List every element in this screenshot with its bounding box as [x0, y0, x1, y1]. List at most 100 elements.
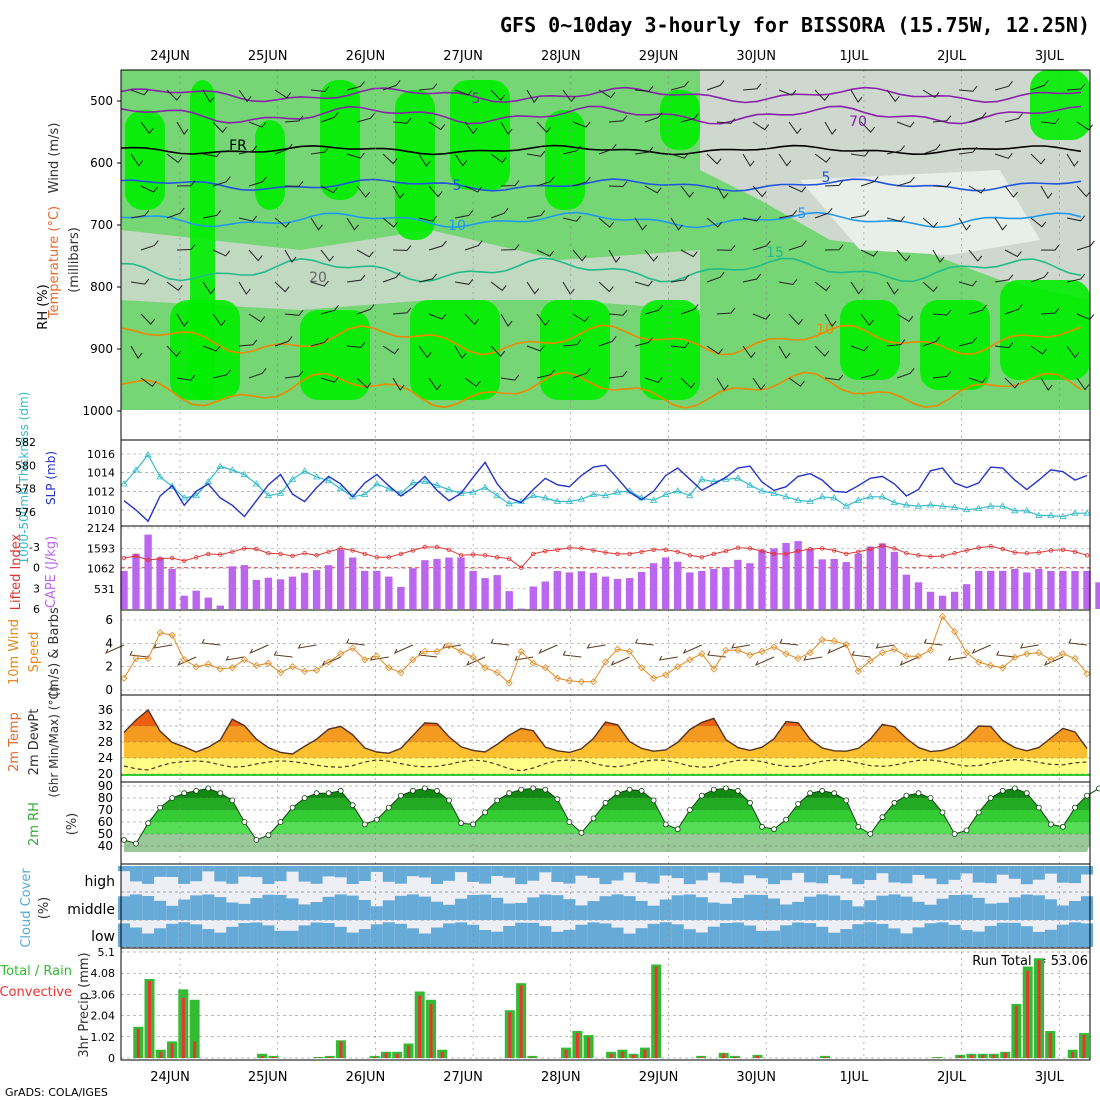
wind10m-barb [153, 643, 173, 649]
wind10m-speed-point [830, 637, 838, 645]
lifted-index-point [711, 551, 716, 557]
precip-convective-bar [969, 1054, 973, 1058]
rh2m-point [891, 799, 898, 806]
wind10m-speed-point [866, 657, 874, 665]
cloud-bar [142, 896, 155, 920]
thickness-point [782, 493, 790, 500]
cloud-bar [250, 922, 263, 947]
wind-barb [418, 153, 431, 167]
thickness-point [433, 481, 441, 488]
precip-convective-bar [620, 1051, 624, 1058]
wind-barb [1040, 307, 1060, 315]
precip-convective-bar [1048, 1033, 1052, 1058]
wind-barb [896, 176, 915, 187]
precip-convective-bar [1003, 1052, 1007, 1058]
lifted-index-point [771, 551, 777, 557]
legend-total-rain: Total / Rain [0, 964, 72, 979]
ylabel-wind10m: 10m Wind [7, 619, 22, 685]
wind-barb [238, 145, 258, 155]
isotherm-freezing [120, 144, 1082, 156]
contour-label: 10 [448, 218, 466, 234]
ylabel-cloud-cover: Cloud Cover [19, 868, 34, 948]
rh2m-point [819, 787, 826, 794]
wind-barb [428, 313, 447, 320]
wind-barb [1004, 113, 1023, 123]
wind-barb [1066, 83, 1086, 91]
cloud-bar [912, 901, 925, 920]
rh-shading-moist [920, 300, 990, 390]
thickness-point [914, 502, 923, 509]
wind-barb [598, 336, 617, 347]
wind-barb [166, 345, 181, 357]
rh2m-point [325, 790, 332, 797]
lifted-index-point [591, 548, 596, 553]
lifted-index-point [145, 557, 151, 563]
wind-barb [968, 185, 986, 194]
lifted-index-point [181, 558, 187, 563]
wind-barb [490, 89, 506, 101]
cloud-bar [418, 896, 431, 920]
precip-total-bar [820, 1055, 830, 1058]
rh2m-point [566, 819, 573, 825]
thickness-point [830, 494, 838, 501]
date-label-top: 26JUN [346, 49, 386, 64]
wind-barb [1066, 273, 1086, 283]
wind-barb [346, 217, 359, 231]
rh-shading-moist [395, 90, 435, 240]
precip-total-bar [369, 1055, 380, 1058]
rh-tick-label: 80 [98, 791, 113, 805]
cloud-bar [960, 930, 973, 947]
wind10m-speed-point [698, 650, 706, 658]
thickness-point [698, 475, 706, 482]
cape-bar [1059, 570, 1067, 609]
wind-barb [742, 345, 756, 359]
cloud-bar [178, 899, 191, 920]
cloud-bar [744, 866, 756, 876]
rh2m-point [1023, 790, 1030, 797]
wind-barb [670, 152, 689, 159]
precip-convective-bar [733, 1057, 737, 1058]
cloud-bar [864, 866, 877, 880]
wind-barb [238, 339, 258, 347]
cloud-bar [118, 896, 130, 920]
lifted-index-point [663, 547, 668, 552]
rh2m-point [759, 823, 765, 830]
cape-bar [228, 566, 236, 609]
wind-barb [320, 112, 339, 123]
wind10m-barb [1019, 643, 1039, 649]
wind-barb [320, 185, 338, 194]
ylabel-temperature: Temperature (°C) [47, 206, 62, 319]
precip-convective-bar [1082, 1035, 1086, 1058]
wind-barb [1004, 377, 1020, 389]
precip-convective-bar [1071, 1051, 1075, 1058]
lifted-index-point [278, 551, 283, 557]
wind10m-barb [875, 643, 895, 649]
wind-barb [1004, 304, 1023, 315]
rh2m-point [1084, 792, 1090, 799]
precip-convective-bar [418, 995, 422, 1058]
wind-barb [1004, 249, 1022, 258]
cloud-bar [1044, 866, 1057, 874]
wind-barb [1066, 153, 1079, 167]
wind-barb [212, 369, 231, 379]
wind-barb [598, 143, 617, 155]
cloud-bar [563, 866, 576, 884]
cloud-bar [1044, 899, 1057, 920]
cloud-bar [828, 932, 841, 947]
contour-label: 5 [798, 206, 807, 222]
wind-barb [392, 377, 405, 391]
lifted-index-point [543, 548, 548, 554]
lifted-index-point [976, 545, 981, 550]
wind-barb [932, 181, 952, 188]
cloud-bar [515, 902, 528, 920]
lifted-index-point [350, 548, 355, 553]
wind-barb [464, 121, 478, 135]
cloud-bar [912, 927, 925, 947]
ylabel-dewpt2m: 2m DewPt [27, 709, 42, 776]
lifted-index-point [218, 552, 223, 557]
cape-bar [818, 559, 826, 609]
wind-barb [788, 185, 807, 193]
lifted-index-point [651, 547, 656, 552]
lifted-index-point [844, 551, 849, 557]
cape-bar [902, 574, 911, 609]
